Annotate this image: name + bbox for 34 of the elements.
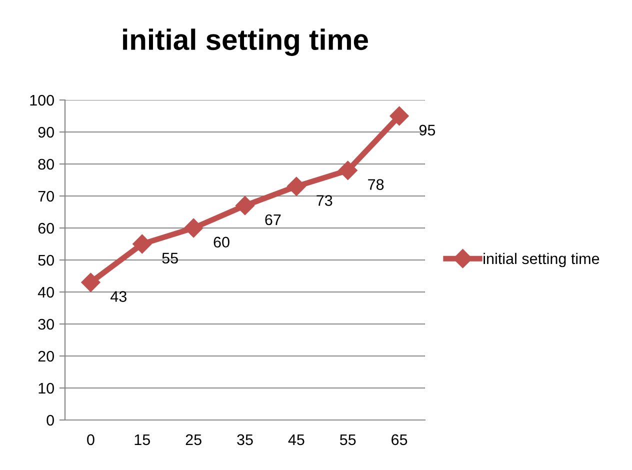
y-tick-label: 100	[30, 94, 54, 106]
x-tick-label: 65	[392, 434, 408, 446]
data-label: 60	[214, 236, 230, 248]
x-tick-label: 45	[288, 434, 304, 446]
point	[81, 272, 100, 292]
point	[390, 106, 409, 126]
x-tick-label: 35	[237, 434, 253, 446]
y-tick-label: 80	[38, 158, 54, 170]
y-tick-label: 70	[38, 190, 54, 202]
point	[286, 176, 306, 196]
y-tick-label: 30	[38, 318, 54, 330]
point	[132, 234, 152, 254]
x-tick-label: 55	[340, 434, 356, 446]
y-tick-label: 40	[38, 286, 54, 298]
y-tick-label: 50	[38, 254, 54, 266]
data-label: 67	[265, 214, 281, 226]
y-tick-label: 20	[38, 350, 54, 362]
data-label: 95	[419, 124, 436, 136]
x-tick-label: 15	[134, 434, 150, 446]
y-tick-label: 60	[38, 222, 54, 234]
y-tick-label: 90	[38, 126, 54, 138]
point	[338, 160, 358, 180]
x-tick-label: 25	[186, 434, 202, 446]
y-tick-label: 0	[46, 414, 54, 426]
data-label: 73	[316, 195, 332, 206]
chart-title: initial setting time	[123, 28, 368, 56]
data-label: 78	[368, 179, 384, 190]
x-tick-label: 0	[87, 434, 94, 446]
data-label: 43	[110, 291, 126, 302]
point	[184, 218, 204, 238]
data-label: 55	[162, 252, 178, 264]
y-tick-label: 10	[38, 382, 54, 394]
point	[235, 196, 255, 216]
legend-label: initial setting time	[484, 252, 600, 268]
